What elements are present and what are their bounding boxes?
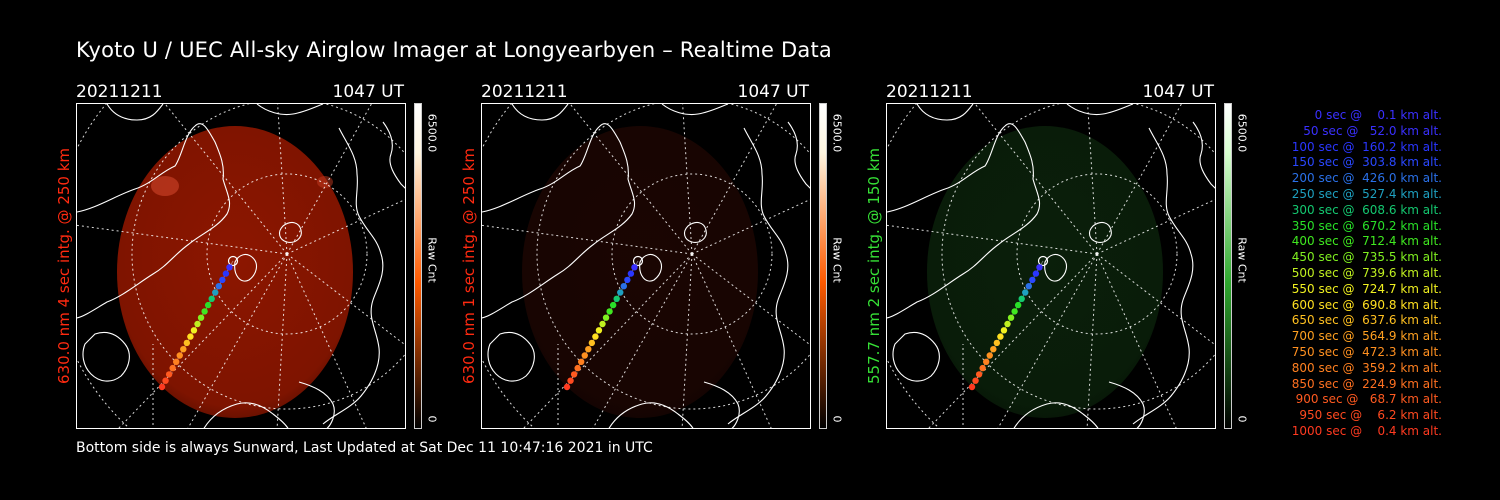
colorbar-min: 0 <box>829 410 845 428</box>
page-title: Kyoto U / UEC All-sky Airglow Imager at … <box>76 38 832 62</box>
imager-panel-3: 20211211 1047 UT 557.7 nm 2 sec intg. @ … <box>865 80 1306 440</box>
colorbar-max: 6500.0 <box>1234 103 1250 163</box>
allsky-image-frame <box>76 103 406 429</box>
colorbar-min-text: 0 <box>1235 415 1249 423</box>
panel-date: 20211211 <box>481 82 568 102</box>
panel-ylabel: 557.7 nm 2 sec intg. @ 150 km <box>864 103 884 429</box>
ylabel-text: 630.0 nm 4 sec intg. @ 250 km <box>55 147 73 385</box>
colorbar <box>1224 103 1232 429</box>
colorbar-min-text: 0 <box>830 415 844 423</box>
allsky-image-frame <box>886 103 1216 429</box>
colorbar <box>414 103 422 429</box>
allsky-map <box>887 104 1215 428</box>
imager-panel-1: 20211211 1047 UT 630.0 nm 4 sec intg. @ … <box>55 80 496 440</box>
allsky-map <box>77 104 405 428</box>
legend-item: 0 sec @ 0.1 km alt. <box>1303 108 1442 122</box>
legend-item: 950 sec @ 6.2 km alt. <box>1295 408 1442 423</box>
colorbar-max-text: 6500.0 <box>1235 113 1249 153</box>
panel-time: 1047 UT <box>737 82 810 102</box>
legend-item: 550 sec @ 724.7 km alt. <box>1287 281 1442 296</box>
legend-item: 750 sec @ 472.3 km alt. <box>1287 344 1442 359</box>
colorbar-max: 6500.0 <box>424 103 440 163</box>
legend-item: 300 sec @ 608.6 km alt. <box>1287 202 1442 217</box>
legend-item: 350 sec @ 670.2 km alt. <box>1287 218 1442 233</box>
panel-time: 1047 UT <box>332 82 405 102</box>
legend-item: 700 sec @ 564.9 km alt. <box>1287 329 1442 344</box>
allsky-image-frame <box>481 103 811 429</box>
imager-panel-2: 20211211 1047 UT 630.0 nm 1 sec intg. @ … <box>460 80 901 440</box>
legend-item: 150 sec @ 303.8 km alt. <box>1287 155 1442 170</box>
legend-item: 250 sec @ 527.4 km alt. <box>1287 186 1442 201</box>
colorbar-min: 0 <box>1234 410 1250 428</box>
colorbar-unit-text: Raw Cnt <box>830 237 844 283</box>
colorbar-unit-text: Raw Cnt <box>425 237 439 283</box>
colorbar-max-text: 6500.0 <box>830 113 844 153</box>
panel-time: 1047 UT <box>1142 82 1215 102</box>
colorbar-min-text: 0 <box>425 415 439 423</box>
legend-item: 600 sec @ 690.8 km alt. <box>1287 297 1442 312</box>
panel-ylabel: 630.0 nm 1 sec intg. @ 250 km <box>459 103 479 429</box>
legend-item: 900 sec @ 68.7 km alt. <box>1291 392 1442 407</box>
colorbar-unit-text: Raw Cnt <box>1235 237 1249 283</box>
legend-item: 800 sec @ 359.2 km alt. <box>1287 360 1442 375</box>
legend-item: 100 sec @ 160.2 km alt. <box>1287 139 1442 154</box>
trajectory-legend: 0 sec @ 0.1 km alt. 50 sec @ 52.0 km alt… <box>1262 108 1442 440</box>
legend-item: 1000 sec @ 0.4 km alt. <box>1291 423 1442 438</box>
legend-item: 200 sec @ 426.0 km alt. <box>1287 171 1442 186</box>
legend-item: 450 sec @ 735.5 km alt. <box>1287 250 1442 265</box>
colorbar <box>819 103 827 429</box>
ylabel-text: 557.7 nm 2 sec intg. @ 150 km <box>865 147 883 385</box>
allsky-map <box>482 104 810 428</box>
colorbar-unit: Raw Cnt <box>1234 230 1250 290</box>
legend-item: 850 sec @ 224.9 km alt. <box>1287 376 1442 391</box>
panel-date: 20211211 <box>886 82 973 102</box>
colorbar-unit: Raw Cnt <box>424 230 440 290</box>
colorbar-max-text: 6500.0 <box>425 113 439 153</box>
legend-item: 400 sec @ 712.4 km alt. <box>1287 234 1442 249</box>
legend-item: 500 sec @ 739.6 km alt. <box>1287 265 1442 280</box>
panel-ylabel: 630.0 nm 4 sec intg. @ 250 km <box>54 103 74 429</box>
colorbar-unit: Raw Cnt <box>829 230 845 290</box>
panel-date: 20211211 <box>76 82 163 102</box>
legend-item: 650 sec @ 637.6 km alt. <box>1287 313 1442 328</box>
colorbar-max: 6500.0 <box>829 103 845 163</box>
ylabel-text: 630.0 nm 1 sec intg. @ 250 km <box>460 147 478 385</box>
legend-item: 50 sec @ 52.0 km alt. <box>1295 123 1442 138</box>
footer-note: Bottom side is always Sunward, Last Upda… <box>76 440 653 456</box>
colorbar-min: 0 <box>424 410 440 428</box>
